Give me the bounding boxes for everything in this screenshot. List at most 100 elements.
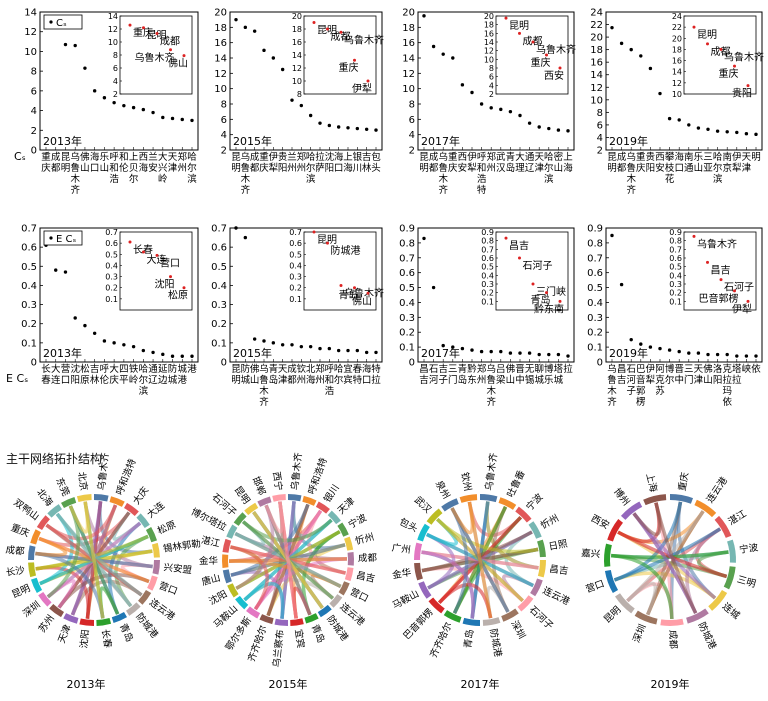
- x-tick-label: 山: [506, 375, 516, 386]
- data-point: [141, 348, 146, 353]
- inset-label: 青岛: [531, 294, 551, 307]
- data-point: [112, 341, 116, 345]
- x-tick-label: 安: [655, 162, 665, 174]
- data-point: [308, 344, 313, 349]
- data-point: [190, 118, 194, 123]
- chord-arc: [317, 604, 332, 618]
- chord-arc: [347, 552, 355, 566]
- inset-y-tick-label: 0.6: [669, 254, 682, 263]
- chord-node-label: 宁波: [524, 491, 546, 513]
- chord-node-label: 宁波: [738, 541, 759, 556]
- x-tick-label: 边: [158, 375, 168, 386]
- chord-arc: [235, 595, 249, 610]
- inset-y-tick-label: 20: [292, 12, 302, 21]
- data-point: [658, 91, 662, 96]
- x-tick-label: 齐: [626, 184, 636, 196]
- inset-label: 乌鲁木齐: [344, 286, 384, 299]
- inset-y-tick-label: 12: [672, 79, 682, 88]
- x-tick-label: 吉: [617, 375, 627, 386]
- inset-y-tick-label: 10: [108, 38, 118, 47]
- x-tick-label: 成: [429, 151, 439, 163]
- x-tick-label: 明: [607, 163, 617, 174]
- inset-frame: [119, 15, 193, 95]
- inset-label: 昆明: [317, 234, 337, 246]
- data-point: [629, 47, 633, 52]
- x-tick-label: 齐: [70, 184, 80, 196]
- y-tick-label: 2: [221, 146, 227, 157]
- x-tick-label: 乐: [100, 151, 110, 163]
- data-point: [170, 354, 175, 358]
- chord-node-label: 青岛: [462, 629, 476, 649]
- chord-arc: [694, 499, 717, 518]
- y-axis-label: Cₛ: [14, 150, 26, 163]
- inset-point: [531, 40, 535, 44]
- data-point: [489, 106, 493, 110]
- x-tick-label: 呼: [100, 364, 110, 375]
- chord-arc: [428, 597, 445, 614]
- chord-node-label: 成都: [358, 552, 378, 564]
- x-tick-label: 岛: [269, 374, 279, 386]
- x-tick-label: 阳: [646, 163, 656, 174]
- x-tick-label: 木: [626, 173, 636, 185]
- chord-ribbon: [242, 518, 333, 543]
- inset-label: 重庆: [339, 61, 359, 74]
- inset-point: [128, 240, 132, 244]
- data-point: [696, 351, 701, 355]
- data-point: [658, 346, 662, 351]
- x-tick-label: 北: [306, 364, 316, 375]
- data-point: [161, 115, 165, 120]
- inset-label: 沈阳: [155, 278, 175, 291]
- chord-arc: [480, 494, 498, 503]
- inset-frame: [495, 15, 569, 95]
- data-point: [537, 125, 541, 129]
- x-tick-label: 犁: [269, 162, 279, 174]
- chord-year-label: 2017年: [461, 677, 500, 691]
- x-tick-label: 阳: [325, 163, 335, 174]
- data-point: [706, 352, 710, 357]
- data-point: [131, 105, 136, 110]
- data-point: [243, 25, 248, 30]
- data-point: [422, 14, 426, 18]
- inset-label: 乌鲁木齐: [135, 51, 175, 64]
- x-tick-label: 都: [250, 163, 260, 174]
- inset-y-tick-label: 20: [672, 34, 682, 43]
- x-tick-label: 钦: [297, 363, 307, 375]
- chord-node-label: 金华: [391, 566, 412, 581]
- chord-node-label: 西宁: [270, 471, 285, 491]
- inset-y-tick-label: 14: [672, 68, 682, 77]
- x-tick-label: 郑: [477, 363, 487, 375]
- x-tick-label: 阳: [70, 375, 80, 386]
- y-tick-label: 22: [590, 20, 603, 31]
- x-tick-label: 尔: [334, 374, 344, 386]
- data-point: [735, 130, 739, 135]
- inset-label: 成都: [331, 31, 351, 43]
- x-tick-label: 齐: [607, 396, 617, 408]
- x-tick-label: 州: [315, 375, 325, 386]
- chord-arc: [498, 497, 517, 510]
- inset-y-tick-label: 8: [297, 90, 302, 99]
- inset-label: 营口: [160, 256, 180, 269]
- data-point: [54, 268, 58, 272]
- inset-y-tick-label: 0.1: [105, 295, 118, 304]
- x-tick-label: 岭: [158, 173, 168, 185]
- x-tick-label: 兰: [287, 151, 297, 163]
- chord-arc: [246, 606, 261, 619]
- x-tick-label: 浩: [477, 173, 487, 185]
- x-tick-label: 头: [371, 162, 381, 174]
- x-tick-label: 伊: [467, 151, 477, 163]
- data-point: [252, 29, 257, 33]
- y-tick-label: 4: [409, 130, 415, 141]
- y-tick-label: 0: [597, 358, 603, 369]
- x-tick-label: 口: [362, 375, 372, 386]
- inset-point: [339, 283, 343, 287]
- data-point: [346, 126, 350, 130]
- data-point: [327, 346, 332, 351]
- chord-arc: [441, 498, 459, 512]
- x-tick-label: 岛: [506, 162, 516, 174]
- x-tick-label: 口: [61, 375, 71, 386]
- data-point: [518, 113, 522, 118]
- inset-point: [326, 241, 329, 245]
- inset-point: [746, 299, 750, 303]
- x-tick-label: 吉: [438, 364, 448, 375]
